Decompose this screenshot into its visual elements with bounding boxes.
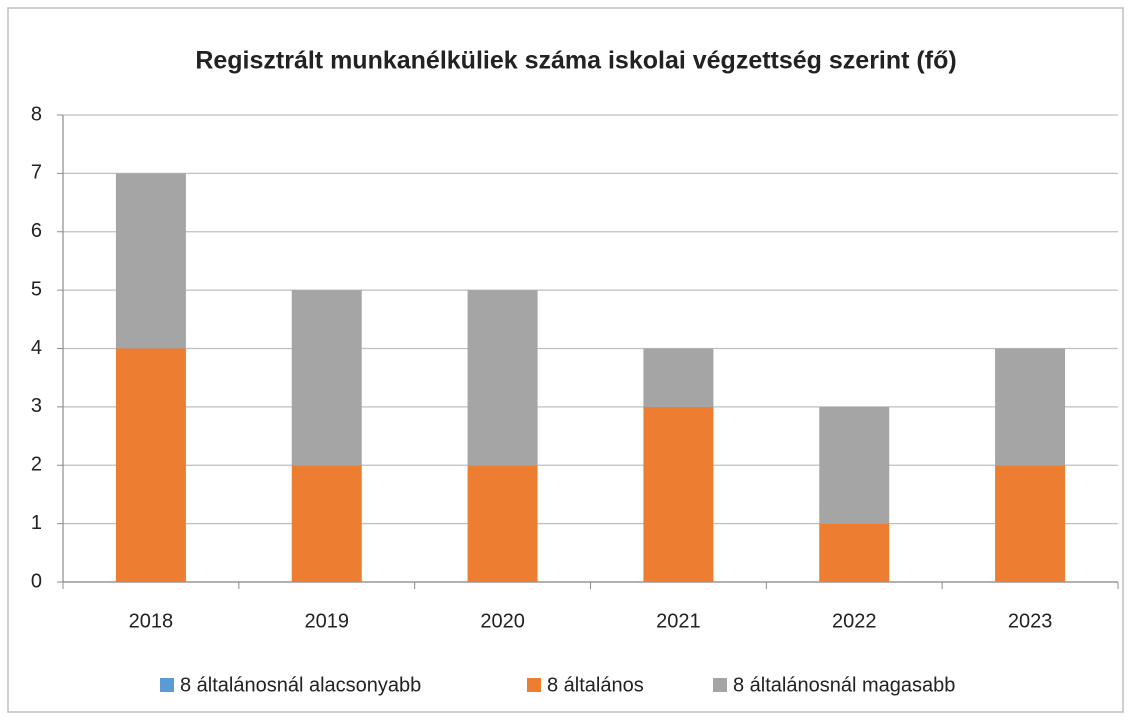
y-tick-label: 0 [31, 570, 42, 592]
bar-segment [819, 523, 890, 582]
y-tick-label: 2 [31, 454, 42, 476]
legend-swatch [713, 678, 727, 692]
bar-segment [115, 348, 186, 582]
legend-label: 8 általánosnál alacsonyabb [180, 674, 421, 696]
y-tick-label: 8 [31, 103, 42, 125]
y-tick-label: 3 [31, 395, 42, 417]
y-tick-label: 6 [31, 220, 42, 242]
y-tick-label: 7 [31, 162, 42, 184]
bar-segment [467, 465, 538, 582]
x-tick-label: 2023 [1008, 610, 1053, 632]
x-tick-label: 2021 [656, 610, 701, 632]
legend-swatch [527, 678, 541, 692]
legend-swatch [160, 678, 174, 692]
chart-border [7, 7, 1124, 713]
bar-segment [467, 290, 538, 466]
y-tick-label: 4 [31, 337, 42, 359]
x-tick-label: 2018 [129, 610, 174, 632]
bar-segment [819, 406, 890, 524]
x-tick-label: 2019 [305, 610, 350, 632]
bar-segment [995, 465, 1066, 582]
legend-label: 8 általánosnál magasabb [733, 674, 955, 696]
y-tick-label: 1 [31, 512, 42, 534]
y-tick-label: 5 [31, 278, 42, 300]
x-tick-label: 2020 [480, 610, 525, 632]
bar-segment [995, 348, 1066, 466]
bar-segment [115, 173, 186, 349]
legend-label: 8 általános [547, 674, 644, 696]
x-tick-label: 2022 [832, 610, 877, 632]
bar-segment [643, 406, 714, 582]
bar-segment [291, 465, 362, 582]
chart-title: Regisztrált munkanélküliek száma iskolai… [195, 47, 956, 75]
bar-segment [291, 290, 362, 466]
bar-segment [643, 348, 714, 407]
